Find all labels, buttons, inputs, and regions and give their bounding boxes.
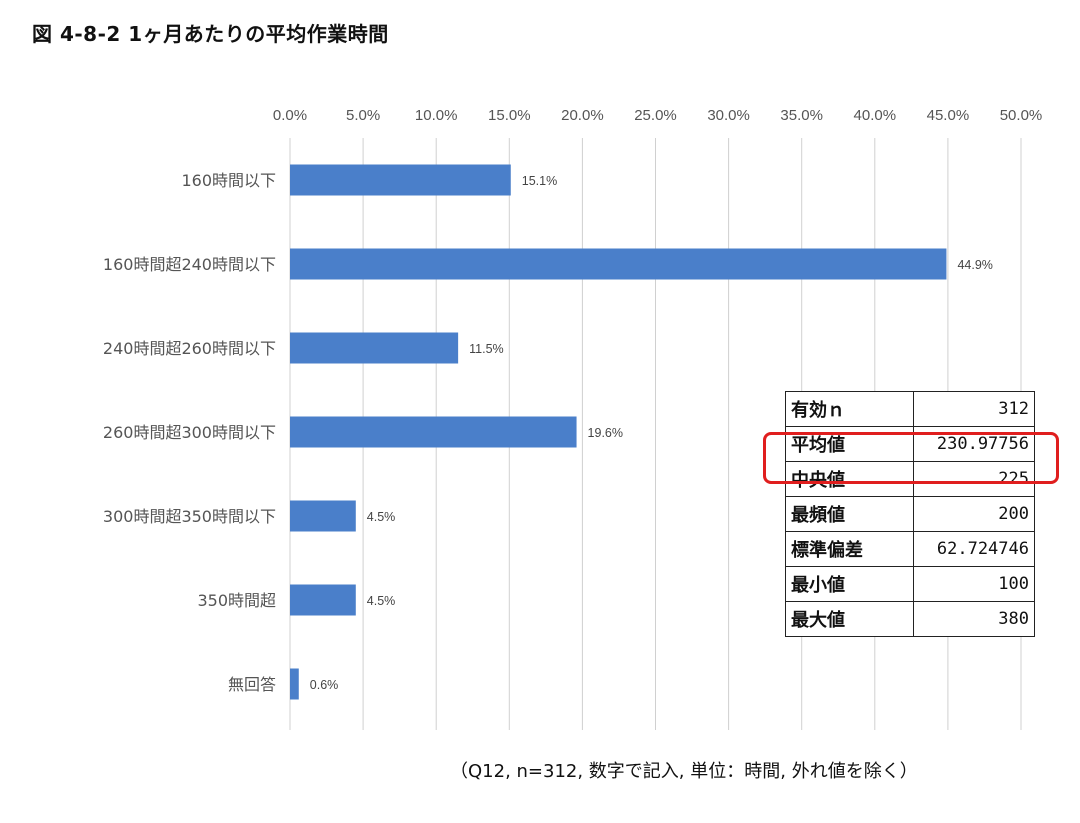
category-label: 300時間超350時間以下 xyxy=(103,507,276,526)
stats-label: 有効ｎ xyxy=(785,391,914,427)
category-label: 無回答 xyxy=(228,675,276,694)
x-tick-label: 30.0% xyxy=(707,107,750,124)
bar xyxy=(290,164,511,196)
data-label: 44.9% xyxy=(957,258,992,272)
stats-label: 最頻値 xyxy=(785,496,914,532)
data-label: 4.5% xyxy=(367,594,396,608)
x-tick-label: 35.0% xyxy=(780,107,823,124)
bar xyxy=(290,416,577,448)
stats-value: 62.724746 xyxy=(913,531,1035,567)
category-label: 240時間超260時間以下 xyxy=(103,339,276,358)
data-label: 4.5% xyxy=(367,510,396,524)
stats-value: 200 xyxy=(913,496,1035,532)
bar xyxy=(290,332,459,364)
bar xyxy=(290,248,947,280)
stats-label: 最大値 xyxy=(785,601,914,637)
stats-label: 最小値 xyxy=(785,566,914,602)
stats-row-max: 最大値 380 xyxy=(785,601,1035,637)
data-label: 0.6% xyxy=(310,678,339,692)
stats-label: 中央値 xyxy=(785,461,914,497)
x-tick-label: 0.0% xyxy=(273,107,307,124)
data-label: 15.1% xyxy=(522,174,557,188)
category-label: 160時間超240時間以下 xyxy=(103,255,276,274)
category-label: 160時間以下 xyxy=(181,171,276,190)
stats-value: 225 xyxy=(913,461,1035,497)
stats-value: 312 xyxy=(913,391,1035,427)
bar xyxy=(290,668,299,700)
stats-value: 380 xyxy=(913,601,1035,637)
stats-row-median: 中央値 225 xyxy=(785,461,1035,497)
x-tick-label: 25.0% xyxy=(634,107,677,124)
x-tick-label: 50.0% xyxy=(1000,107,1043,124)
x-tick-label: 40.0% xyxy=(854,107,897,124)
footnote: （Q12, n=312, 数字で記入, 単位：時間, 外れ値を除く） xyxy=(450,761,918,782)
stats-row-mode: 最頻値 200 xyxy=(785,496,1035,532)
stats-label: 標準偏差 xyxy=(785,531,914,567)
stats-row-valid-n: 有効ｎ 312 xyxy=(785,391,1035,427)
mean-highlight-box xyxy=(763,432,1059,484)
figure-title: 図 4-8-2 1ヶ月あたりの平均作業時間 xyxy=(32,22,389,46)
x-tick-label: 15.0% xyxy=(488,107,531,124)
category-label: 260時間超300時間以下 xyxy=(103,423,276,442)
bar xyxy=(290,584,356,616)
stats-row-min: 最小値 100 xyxy=(785,566,1035,602)
stats-row-std-dev: 標準偏差 62.724746 xyxy=(785,531,1035,567)
data-label: 19.6% xyxy=(588,426,623,440)
x-tick-label: 5.0% xyxy=(346,107,380,124)
data-label: 11.5% xyxy=(469,342,504,356)
statistics-table: 有効ｎ 312 平均値 230.97756 中央値 225 最頻値 200 標準… xyxy=(785,391,1035,637)
x-tick-label: 45.0% xyxy=(927,107,970,124)
x-tick-label: 20.0% xyxy=(561,107,604,124)
category-label: 350時間超 xyxy=(197,591,276,610)
bar xyxy=(290,500,356,532)
x-tick-label: 10.0% xyxy=(415,107,458,124)
stats-value: 100 xyxy=(913,566,1035,602)
